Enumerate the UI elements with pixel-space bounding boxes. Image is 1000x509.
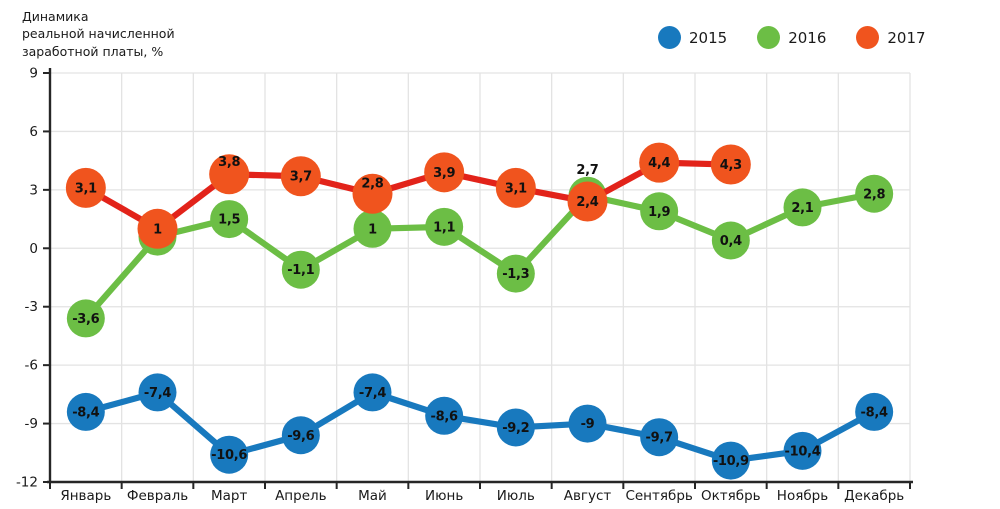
legend-item-2016: 2016 (757, 26, 826, 49)
data-point-marker-2015 (425, 396, 464, 435)
data-point-label-2015: -9 (581, 417, 595, 432)
data-point-label-2016: 1 (368, 222, 377, 237)
series-line-2017 (82, 159, 734, 232)
data-point-label-2016: 0,4 (720, 234, 742, 249)
x-axis-label: Февраль (127, 488, 188, 504)
data-point-marker-2016 (855, 174, 894, 213)
data-point-marker-2015 (568, 404, 607, 443)
data-point-label-2016: 2,7 (576, 163, 598, 178)
data-point-marker-2016 (281, 250, 320, 289)
data-point-label-2017: 3,1 (75, 181, 97, 196)
data-point-marker-2015 (210, 435, 249, 474)
chart-title: Динамика реальной начисленной заработной… (22, 9, 175, 59)
x-axis-label: Сентябрь (625, 488, 692, 504)
y-axis-label: -12 (16, 475, 38, 491)
data-point-label-2015: -9,6 (287, 429, 314, 444)
data-point-label-2017: 2,4 (576, 195, 598, 210)
y-axis-label: -9 (25, 416, 38, 432)
data-point-marker-2015 (640, 418, 679, 457)
data-point-marker-2016 (425, 207, 464, 246)
data-point-marker-2017 (137, 208, 178, 249)
data-point-label-2015: -9,2 (502, 421, 529, 436)
data-point-label-2016: -1,1 (287, 263, 314, 278)
data-point-marker-2015 (138, 373, 177, 412)
data-point-marker-2015 (496, 408, 535, 447)
legend-label: 2017 (887, 28, 926, 47)
data-point-label-2016: -1,3 (502, 267, 529, 282)
y-axis-label: -3 (25, 299, 38, 315)
data-point-label-2015: -8,4 (72, 405, 99, 420)
data-point-label-2015: -7,4 (359, 386, 386, 401)
x-axis-label: Июль (497, 488, 535, 504)
data-point-label-2015: -9,7 (646, 431, 673, 446)
data-point-label-2017: 1 (153, 222, 162, 237)
data-point-label-2016: 2,8 (863, 187, 885, 202)
data-point-marker-2015 (711, 441, 750, 480)
data-point-label-2015: -7,4 (144, 386, 171, 401)
x-axis-label: Март (211, 488, 247, 504)
data-point-marker-2017 (209, 154, 250, 195)
data-point-marker-2016 (496, 254, 535, 293)
data-point-marker-2016 (66, 299, 105, 338)
legend-item-2017: 2017 (856, 26, 926, 49)
x-axis-label: Июнь (425, 488, 463, 504)
data-point-marker-2015 (783, 431, 822, 470)
data-point-marker-2015 (353, 373, 392, 412)
y-axis-label: 6 (29, 124, 38, 140)
data-point-marker-2017 (65, 167, 106, 208)
data-point-marker-2017 (352, 173, 393, 214)
y-axis-label: -6 (25, 358, 38, 374)
data-point-label-2015: -8,6 (431, 409, 458, 424)
data-point-label-2017: 3,9 (433, 166, 455, 181)
data-point-marker-2017 (710, 144, 751, 185)
data-point-label-2015: -8,4 (861, 405, 888, 420)
data-point-label-2016: 1,5 (218, 213, 240, 228)
data-point-marker-2017 (495, 167, 536, 208)
y-axis-label: 9 (29, 66, 38, 82)
x-axis-label: Ноябрь (777, 488, 828, 504)
data-point-label-2017: 4,3 (720, 158, 742, 173)
legend-dot-icon (856, 26, 880, 49)
data-point-label-2016: 1,9 (648, 205, 670, 220)
legend-label: 2016 (788, 28, 827, 47)
chart-legend: 2015 2016 2017 (658, 26, 926, 49)
data-point-marker-2016 (783, 188, 822, 227)
legend-dot-icon (757, 26, 781, 49)
legend-label: 2015 (689, 28, 728, 47)
x-axis-label: Апрель (275, 488, 327, 504)
data-point-marker-2015 (66, 392, 105, 431)
data-point-marker-2015 (281, 416, 320, 455)
y-axis-label: 0 (29, 241, 38, 257)
data-point-marker-2017 (567, 181, 608, 222)
data-point-marker-2016 (640, 192, 679, 231)
data-point-label-2015: -10,6 (211, 448, 247, 463)
data-point-label-2017: 3,7 (290, 170, 312, 185)
data-point-label-2015: -10,9 (713, 454, 749, 469)
data-point-marker-2017 (424, 152, 465, 193)
data-point-marker-2017 (639, 142, 680, 183)
y-axis-label: 3 (29, 182, 38, 198)
data-point-marker-2016 (353, 209, 392, 248)
data-point-label-2017: 3,8 (218, 155, 240, 170)
data-point-label-2016: 1,1 (433, 220, 455, 235)
data-point-label-2017: 4,4 (648, 156, 670, 171)
legend-dot-icon (658, 26, 681, 49)
legend-item-2015: 2015 (658, 26, 727, 49)
data-point-label-2017: 3,1 (505, 181, 527, 196)
data-point-marker-2016 (210, 200, 249, 239)
data-point-label-2017: 2,8 (361, 176, 383, 191)
x-axis-label: Май (358, 488, 387, 504)
data-point-marker-2015 (855, 392, 894, 431)
data-point-marker-2016 (711, 221, 750, 260)
data-point-marker-2017 (280, 156, 321, 197)
x-axis-label: Январь (60, 488, 111, 504)
x-axis-label: Август (564, 488, 612, 504)
data-point-label-2016: -3,6 (72, 312, 99, 327)
data-point-label-2015: -10,4 (785, 444, 821, 459)
x-axis-label: Декабрь (844, 488, 904, 504)
x-axis-label: Октябрь (701, 488, 761, 504)
data-point-label-2016: 2,1 (791, 201, 813, 216)
